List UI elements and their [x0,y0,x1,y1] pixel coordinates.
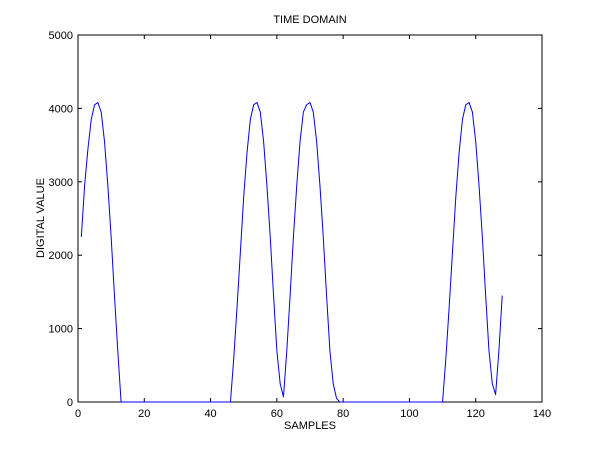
chart-title: TIME DOMAIN [273,14,346,26]
y-tick-label: 2000 [49,250,73,262]
y-tick-label: 1000 [49,324,73,336]
plot-frame [77,34,543,403]
x-tick-label: 60 [271,408,283,420]
x-tick-label: 140 [533,408,551,420]
x-axis: 0 20 40 60 80 100 120 140 [75,35,551,420]
x-tick-label: 20 [138,408,150,420]
y-tick-label: 4000 [49,103,73,115]
series-line [80,102,503,403]
y-tick-label: 3000 [49,177,73,189]
y-axis: 0 1000 2000 3000 4000 5000 [49,30,542,409]
x-tick-label: 0 [75,408,81,420]
x-axis-label: SAMPLES [284,420,336,432]
series-layer [80,102,503,403]
x-tick-label: 80 [337,408,349,420]
y-tick-label: 0 [67,397,73,409]
x-tick-label: 40 [204,408,216,420]
x-tick-label: 120 [467,408,485,420]
x-tick-label: 100 [400,408,418,420]
y-axis-label: DIGITAL VALUE [35,178,47,258]
y-tick-label: 5000 [49,30,73,42]
